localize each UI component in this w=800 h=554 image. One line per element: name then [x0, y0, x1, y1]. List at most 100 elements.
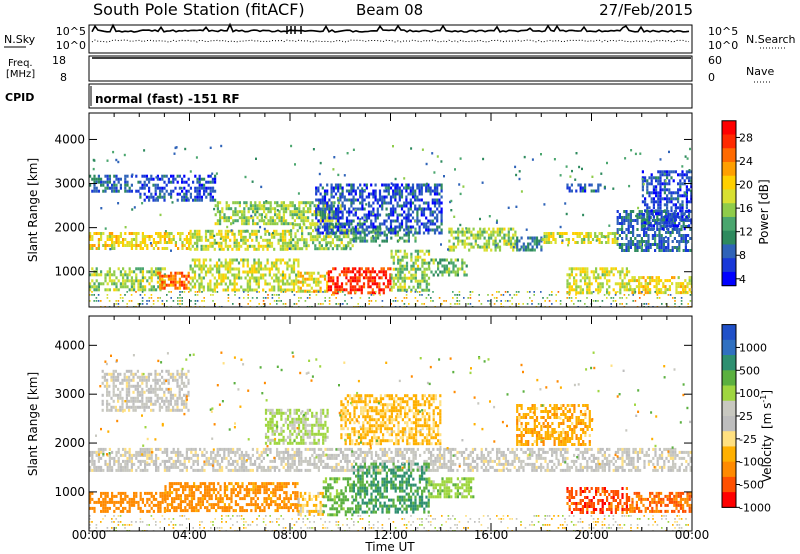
- scatter-cell: [350, 201, 353, 205]
- scatter-cell: [679, 188, 682, 192]
- scatter-cell: [621, 237, 624, 240]
- scatter-cell: [523, 155, 526, 159]
- scatter-cell: [325, 241, 328, 245]
- scatter-cell: [621, 282, 624, 286]
- scatter-cell: [405, 186, 408, 190]
- scatter-cell: [274, 201, 277, 205]
- scatter-cell: [410, 279, 413, 283]
- scatter-cell: [247, 468, 250, 472]
- scatter-cell: [240, 456, 243, 460]
- scatter-cell: [286, 261, 289, 265]
- scatter-cell: [268, 282, 271, 286]
- scatter-cell: [106, 294, 109, 296]
- scatter-cell: [232, 213, 235, 217]
- scatter-cell: [321, 213, 324, 217]
- scatter-cell: [450, 227, 453, 231]
- scatter-cell: [293, 294, 296, 296]
- scatter-cell: [441, 303, 443, 305]
- scatter-cell: [91, 244, 94, 247]
- scatter-cell: [179, 232, 182, 235]
- scatter-cell: [646, 179, 649, 183]
- scatter-cell: [315, 192, 318, 196]
- scatter-cell: [414, 270, 417, 274]
- scatter-cell: [108, 276, 111, 280]
- scatter-cell: [130, 465, 133, 469]
- scatter-cell: [309, 207, 312, 211]
- scatter-cell: [636, 216, 639, 219]
- scatter-cell: [671, 246, 674, 249]
- scatter-cell: [276, 465, 279, 469]
- scatter-cell: [243, 291, 245, 293]
- scatter-cell: [468, 230, 471, 234]
- scatter-cell: [108, 456, 111, 460]
- scatter-cell: [93, 232, 96, 235]
- scatter-cell: [688, 169, 691, 172]
- scatter-cell: [350, 219, 353, 223]
- scatter-cell: [614, 282, 617, 286]
- scatter-cell: [276, 213, 279, 217]
- scatter-cell: [546, 297, 549, 299]
- scatter-cell: [240, 238, 243, 242]
- scatter-cell: [166, 294, 168, 296]
- scatter-cell: [479, 230, 482, 234]
- scatter-cell: [146, 456, 149, 460]
- scatter-cell: [337, 219, 340, 223]
- scatter-cell: [213, 234, 216, 238]
- scatter-cell: [337, 303, 340, 305]
- scatter-cell: [378, 225, 382, 229]
- scatter-cell: [629, 246, 632, 249]
- scatter-cell: [174, 271, 177, 275]
- scatter-cell: [410, 252, 413, 256]
- scatter-cell: [181, 198, 184, 202]
- scatter-cell: [326, 271, 329, 275]
- scatter-cell: [332, 282, 335, 286]
- scatter-cell: [282, 204, 285, 208]
- scatter-cell: [647, 303, 650, 305]
- scatter-cell: [640, 285, 643, 289]
- scatter-cell: [150, 453, 153, 457]
- scatter-cell: [385, 227, 388, 231]
- scatter-cell: [172, 189, 175, 193]
- scatter-cell: [89, 238, 92, 241]
- scatter-cell: [215, 232, 219, 236]
- scatter-cell: [440, 186, 443, 190]
- scatter-cell: [284, 288, 287, 292]
- scatter-cell: [431, 228, 434, 232]
- scatter-cell: [290, 241, 293, 245]
- scatter-cell: [226, 270, 230, 274]
- scatter-cell: [135, 450, 138, 454]
- scatter-cell: [191, 279, 194, 283]
- scatter-cell: [326, 280, 329, 284]
- scatter-cell: [643, 303, 645, 305]
- scatter-cell: [440, 219, 443, 223]
- scatter-cell: [660, 216, 663, 219]
- scatter-cell: [416, 210, 419, 214]
- scatter-cell: [326, 225, 329, 229]
- scatter-cell: [661, 197, 664, 201]
- scatter-cell: [266, 258, 269, 262]
- scatter-cell: [681, 206, 684, 210]
- scatter-cell: [141, 174, 144, 178]
- scatter-cell: [272, 231, 274, 235]
- scatter-cell: [526, 291, 529, 293]
- scatter-cell: [122, 282, 125, 286]
- scatter-cell: [314, 247, 317, 251]
- scatter-cell: [621, 267, 624, 271]
- scatter-cell: [658, 291, 661, 293]
- scatter-cell: [677, 291, 680, 295]
- scatter-cell: [376, 210, 379, 214]
- scatter-cell: [600, 235, 603, 238]
- scatter-cell: [649, 279, 652, 283]
- scatter-cell: [108, 459, 111, 463]
- scatter-cell: [492, 227, 495, 231]
- scatter-cell: [649, 246, 652, 249]
- scatter-cell: [189, 192, 192, 196]
- scatter-cell: [192, 468, 195, 472]
- scatter-cell: [356, 270, 359, 274]
- scatter-cell: [660, 246, 663, 249]
- scatter-cell: [666, 197, 669, 201]
- scatter-cell: [689, 189, 692, 192]
- scatter-cell: [429, 222, 432, 226]
- scatter-cell: [331, 294, 333, 296]
- scatter-cell: [218, 462, 221, 466]
